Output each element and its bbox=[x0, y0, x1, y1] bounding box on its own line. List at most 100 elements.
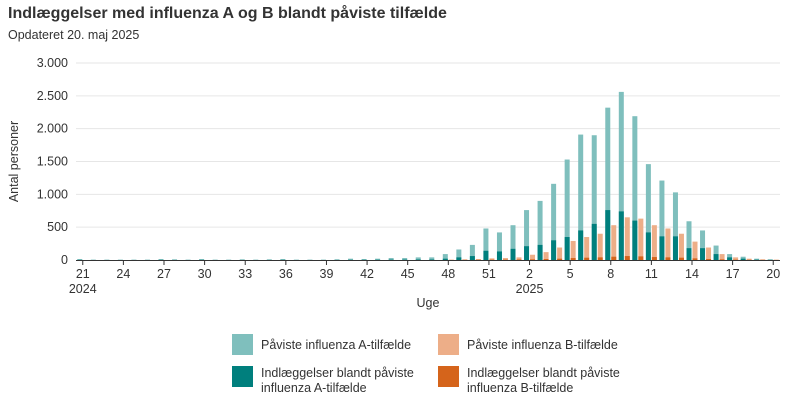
bar-posB bbox=[678, 233, 684, 260]
bar-hospB bbox=[530, 259, 536, 260]
y-tick-label: 500 bbox=[47, 220, 68, 234]
bar-posA bbox=[77, 259, 83, 260]
bar-posB bbox=[733, 257, 739, 260]
bar-posA bbox=[632, 116, 638, 260]
bar-hospB bbox=[597, 257, 603, 260]
bar-posA bbox=[740, 256, 746, 260]
legend-label-hosp-b: Indlæggelser blandt påviste influenza B-… bbox=[467, 366, 620, 395]
legend-label-positive-b: Påviste influenza B-tilfælde bbox=[467, 338, 618, 352]
bar-posB bbox=[584, 237, 590, 260]
bar-hospA bbox=[510, 248, 516, 260]
bar-hospA bbox=[524, 246, 530, 260]
bar-hospB bbox=[516, 259, 522, 260]
bar-hospA bbox=[564, 237, 570, 260]
y-tick-label: 1.000 bbox=[37, 187, 68, 201]
bar-posA bbox=[754, 258, 760, 260]
bar-hospA bbox=[686, 248, 692, 260]
bar-posA bbox=[348, 258, 354, 260]
legend-item-hosp-a[interactable]: Indlæggelser blandt påviste influenza A-… bbox=[232, 366, 432, 396]
legend-item-hosp-b[interactable]: Indlæggelser blandt påviste influenza B-… bbox=[438, 366, 648, 396]
bar-posA bbox=[266, 259, 272, 260]
bar-posA bbox=[496, 232, 502, 260]
bar-posB bbox=[530, 254, 536, 260]
legend-label-hosp-a: Indlæggelser blandt påviste influenza A-… bbox=[261, 366, 414, 395]
bar-posA bbox=[605, 107, 611, 260]
bar-posA bbox=[456, 249, 462, 260]
x-tick-label: 21 bbox=[76, 267, 90, 281]
bar-posB bbox=[462, 259, 468, 260]
x-tick-label: 11 bbox=[645, 267, 658, 281]
bar-hospA bbox=[496, 251, 502, 260]
bar-hospA bbox=[537, 244, 543, 260]
bar-hospB bbox=[624, 256, 630, 260]
bar-posA bbox=[713, 245, 719, 260]
x-axis-title: Uge bbox=[417, 296, 440, 310]
bar-posA bbox=[524, 210, 530, 260]
bar-posA bbox=[700, 230, 706, 260]
x-tick-label: 24 bbox=[116, 267, 130, 281]
x-tick-label: 30 bbox=[198, 267, 212, 281]
bar-posB bbox=[651, 225, 657, 260]
bar-posA bbox=[645, 164, 651, 260]
bar-hospA bbox=[442, 258, 448, 260]
bar-posA bbox=[239, 259, 245, 260]
x-tick-label: 14 bbox=[685, 267, 699, 281]
bar-hospA bbox=[605, 210, 611, 260]
bar-posB bbox=[516, 257, 522, 260]
bar-posA bbox=[429, 257, 435, 260]
bar-posA bbox=[686, 221, 692, 260]
bar-posB bbox=[692, 241, 698, 260]
bar-posA bbox=[510, 225, 516, 260]
bar-posB bbox=[543, 252, 549, 260]
bar-posB bbox=[611, 225, 617, 260]
x-tick-label: 33 bbox=[238, 267, 252, 281]
bar-posB bbox=[760, 259, 766, 260]
bar-hospA bbox=[591, 223, 597, 260]
bar-hospB bbox=[543, 259, 549, 260]
bar-posA bbox=[172, 259, 178, 260]
bar-hospA bbox=[551, 240, 557, 260]
bar-posA bbox=[727, 254, 733, 260]
bar-hospB bbox=[692, 258, 698, 260]
bar-posB bbox=[624, 217, 630, 260]
y-tick-label: 3.000 bbox=[37, 56, 68, 70]
bar-hospA bbox=[415, 259, 421, 260]
legend-item-positive-a[interactable]: Påviste influenza A-tilfælde bbox=[232, 334, 411, 355]
bar-hospB bbox=[719, 259, 725, 260]
bar-hospB bbox=[638, 256, 644, 260]
bar-hospB bbox=[665, 257, 671, 260]
bar-hospB bbox=[706, 259, 712, 260]
bar-hospB bbox=[557, 258, 563, 260]
bar-posA bbox=[551, 183, 557, 260]
bar-hospA bbox=[578, 230, 584, 260]
bar-posA bbox=[578, 134, 584, 260]
chart-title: Indlæggelser med influenza A og B blandt… bbox=[8, 5, 447, 22]
bar-posB bbox=[475, 259, 481, 260]
bar-posB bbox=[489, 258, 495, 260]
bar-posB bbox=[746, 258, 752, 260]
x-tick-label: 8 bbox=[607, 267, 614, 281]
bar-hospA bbox=[659, 236, 665, 260]
bar-posB bbox=[665, 228, 671, 260]
bar-hospA bbox=[483, 250, 489, 260]
x-tick-label: 2 bbox=[526, 267, 533, 281]
legend-swatch-positive-a bbox=[232, 334, 253, 355]
bar-posA bbox=[672, 192, 678, 260]
bar-posA bbox=[415, 257, 421, 260]
y-tick-label: 0 bbox=[61, 253, 68, 267]
bar-hospA bbox=[618, 211, 624, 260]
bar-hospA bbox=[469, 256, 475, 260]
x-tick-label: 39 bbox=[320, 267, 334, 281]
x-tick-label: 45 bbox=[401, 267, 415, 281]
bar-posA bbox=[334, 259, 340, 260]
year-label-2024: 2024 bbox=[69, 282, 97, 296]
bar-posB bbox=[719, 254, 725, 260]
bar-hospB bbox=[611, 256, 617, 260]
legend-swatch-hosp-b bbox=[438, 366, 459, 387]
bar-posA bbox=[388, 258, 394, 260]
bar-posB bbox=[597, 233, 603, 260]
legend-item-positive-b[interactable]: Påviste influenza B-tilfælde bbox=[438, 334, 618, 355]
bar-hospB bbox=[651, 257, 657, 260]
bar-posA bbox=[158, 259, 164, 260]
bar-hospB bbox=[584, 257, 590, 260]
